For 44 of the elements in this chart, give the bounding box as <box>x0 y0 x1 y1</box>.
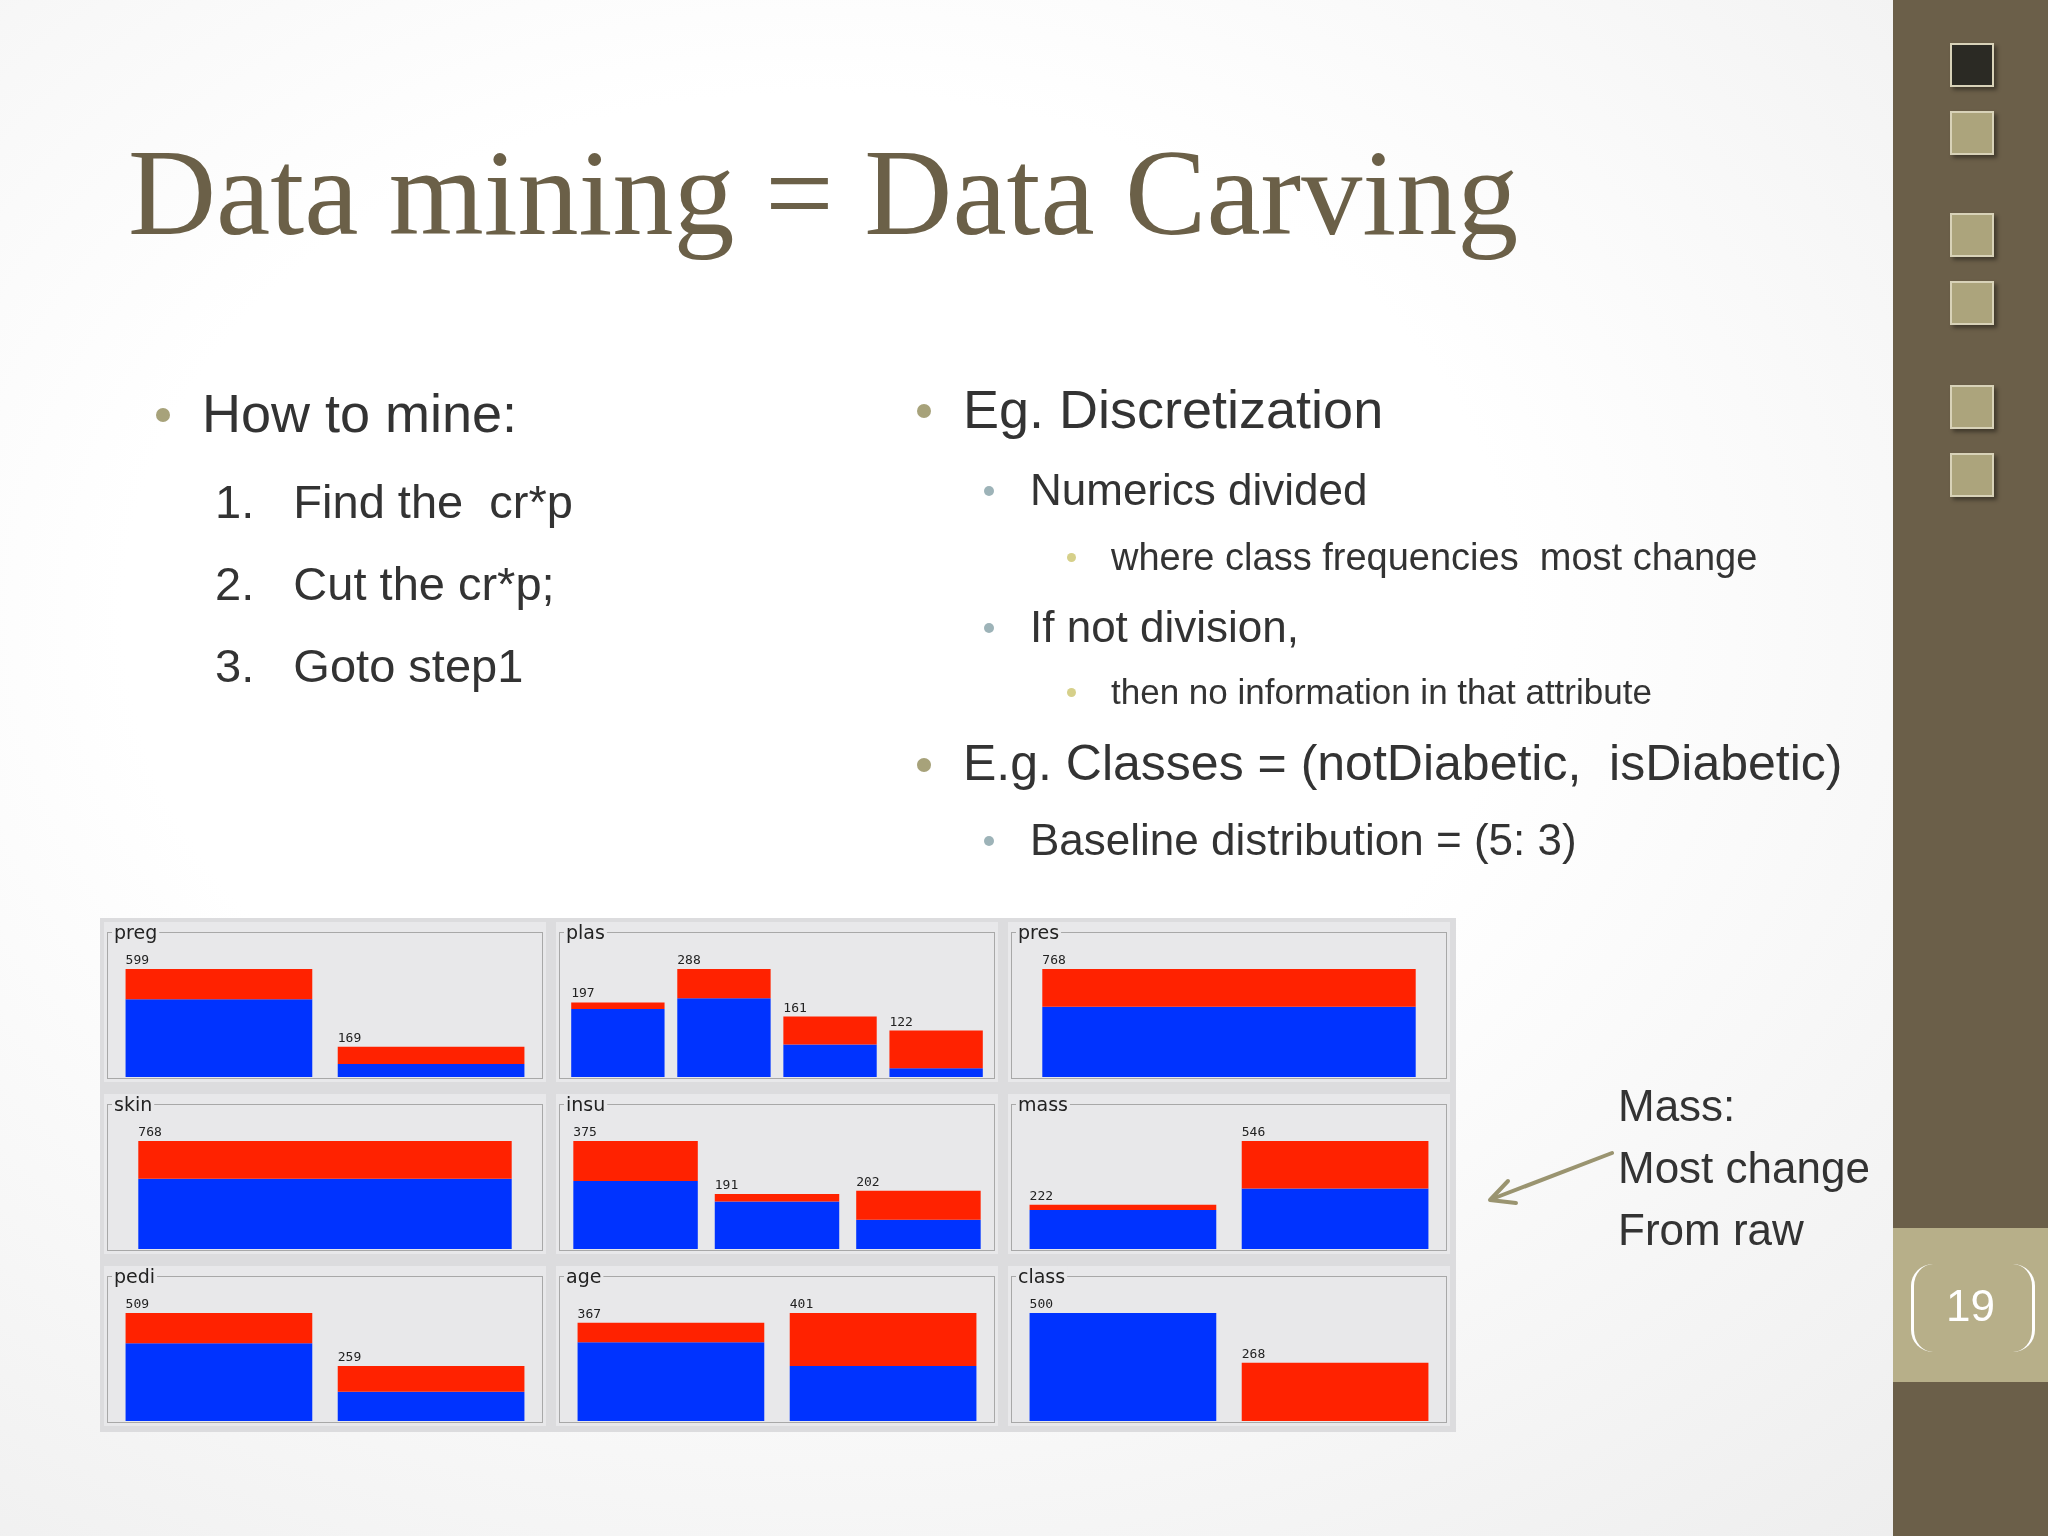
text: 599 <box>125 952 150 967</box>
text: 288 <box>677 952 701 967</box>
text: 1. Find the cr*p <box>215 475 573 528</box>
text: then no information in that attribute <box>1111 672 1652 711</box>
annotation: 197 <box>571 985 595 1001</box>
chart-title: preg <box>114 920 158 943</box>
text: where class frequencies most change <box>1111 536 1758 578</box>
text: How to mine: <box>202 383 518 443</box>
annotation: 268 <box>1241 1345 1266 1361</box>
annotation: 367 <box>577 1305 602 1321</box>
text: 546 <box>1241 1124 1266 1139</box>
text: Eg. Discretization <box>963 379 1384 439</box>
text: 401 <box>789 1296 814 1311</box>
annotation: 161 <box>783 999 807 1015</box>
chart-title: insu <box>566 1092 606 1115</box>
chart-title: pedi <box>114 1264 156 1287</box>
text: Most change <box>1618 1143 1870 1192</box>
annotation: 222 <box>1029 1187 1054 1203</box>
text: 3. Goto step1 <box>215 639 524 692</box>
chart-title: skin <box>114 1092 153 1115</box>
chart-title: age <box>566 1264 602 1287</box>
annotation: 191 <box>714 1176 739 1192</box>
text: Data mining = Data Carving <box>128 125 1519 260</box>
text: 500 <box>1029 1296 1054 1311</box>
annotation: 122 <box>889 1013 913 1029</box>
text: 19 <box>1945 1281 1996 1330</box>
text: From raw <box>1618 1205 1804 1254</box>
text: If not division, <box>1030 602 1300 651</box>
text: 768 <box>138 1124 162 1139</box>
text: 2. Cut the cr*p; <box>215 557 555 610</box>
text: Numerics divided <box>1030 465 1368 514</box>
chart-title: pres <box>1018 920 1060 943</box>
chart-title: plas <box>566 920 605 943</box>
text: E.g. Classes = (notDiabetic, isDiabetic) <box>963 735 1843 791</box>
text: 768 <box>1042 952 1066 967</box>
annotation: 202 <box>856 1173 880 1189</box>
text: 509 <box>125 1296 150 1311</box>
text: Mass: <box>1618 1081 1736 1130</box>
chart-title: mass <box>1018 1092 1068 1115</box>
chart-title: class <box>1018 1264 1066 1287</box>
text: Baseline distribution = (5: 3) <box>1030 815 1577 864</box>
annotation: 259 <box>337 1348 362 1364</box>
annotation: 169 <box>337 1029 362 1045</box>
text: 375 <box>573 1124 597 1139</box>
